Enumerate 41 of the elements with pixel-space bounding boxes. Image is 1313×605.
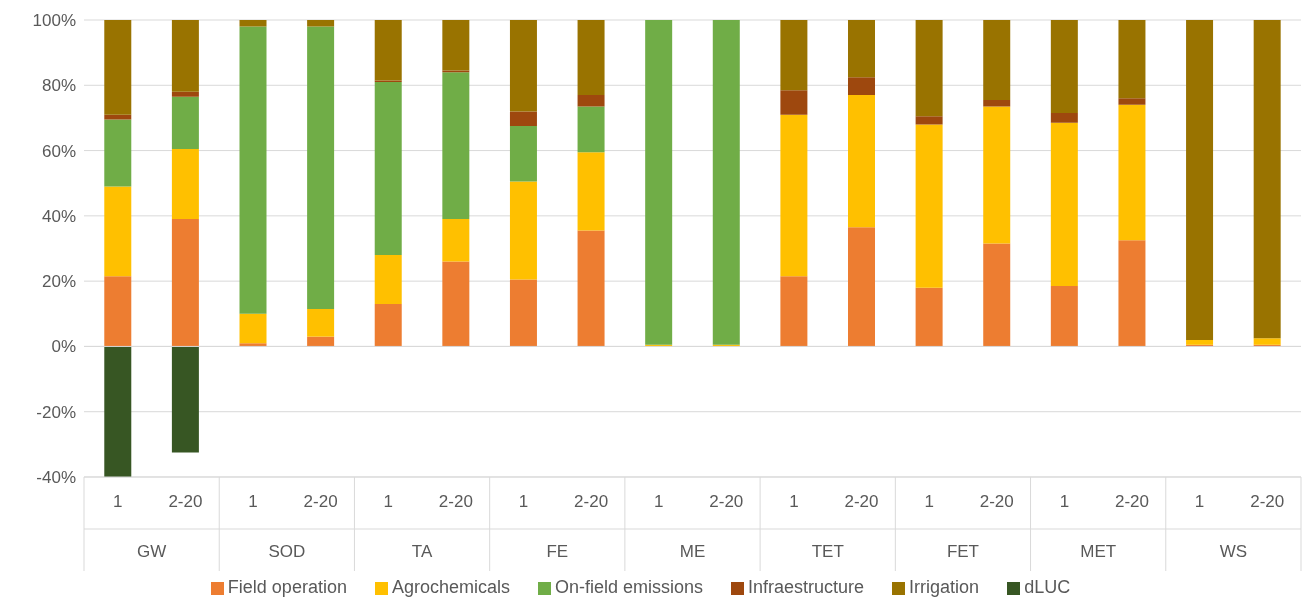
x-tick-label: 2-20 (1250, 492, 1285, 511)
x-tick-label: 2-20 (303, 492, 338, 511)
y-tick-label: -20% (36, 402, 76, 422)
x-tick-label: 1 (248, 492, 258, 511)
x-tick-label: 1 (653, 492, 664, 511)
legend-label: Irrigation (909, 577, 980, 597)
text: FE (546, 542, 569, 561)
x-tick-label: 2-20 (1114, 492, 1149, 511)
x-tick-label: 1 (113, 492, 123, 511)
legend-label: Field operation (227, 577, 347, 597)
text: GW (136, 542, 167, 561)
x-tick-label: 2-20 (844, 492, 879, 511)
legend-label: Infraestructure (748, 577, 865, 597)
text: TA (411, 542, 433, 561)
text: ME (679, 542, 706, 561)
text: MET (1080, 542, 1117, 561)
y-tick-label: 60% (41, 141, 76, 161)
y-tick-label: 100% (32, 11, 76, 31)
x-tick-label: 1 (518, 492, 529, 511)
x-tick-label: 1 (924, 492, 934, 511)
y-tick-label: 80% (41, 76, 76, 96)
x-tick-label: 1 (789, 492, 799, 511)
y-tick-label: 0% (51, 337, 76, 357)
legend-label: Agrochemicals (391, 577, 510, 597)
x-tick-label: 2-20 (709, 492, 744, 511)
x-tick-label: 2-20 (438, 492, 473, 511)
text: FET (946, 542, 979, 561)
text: WS (1219, 542, 1248, 561)
legend-label: On-field emissions (554, 577, 704, 597)
y-tick-label: 40% (41, 206, 76, 226)
x-tick-label: 1 (1059, 492, 1070, 511)
x-tick-label: 2-20 (979, 492, 1014, 511)
x-tick-label: 1 (383, 492, 393, 511)
x-tick-label: 2-20 (574, 492, 609, 511)
y-tick-label: -40% (36, 468, 76, 488)
text: TET (811, 542, 844, 561)
y-tick-label: 20% (41, 272, 76, 292)
x-tick-label: 2-20 (168, 492, 203, 511)
x-tick-label: 1 (1194, 492, 1205, 511)
legend-label: dLUC (1024, 577, 1071, 597)
text: SOD (268, 542, 306, 561)
